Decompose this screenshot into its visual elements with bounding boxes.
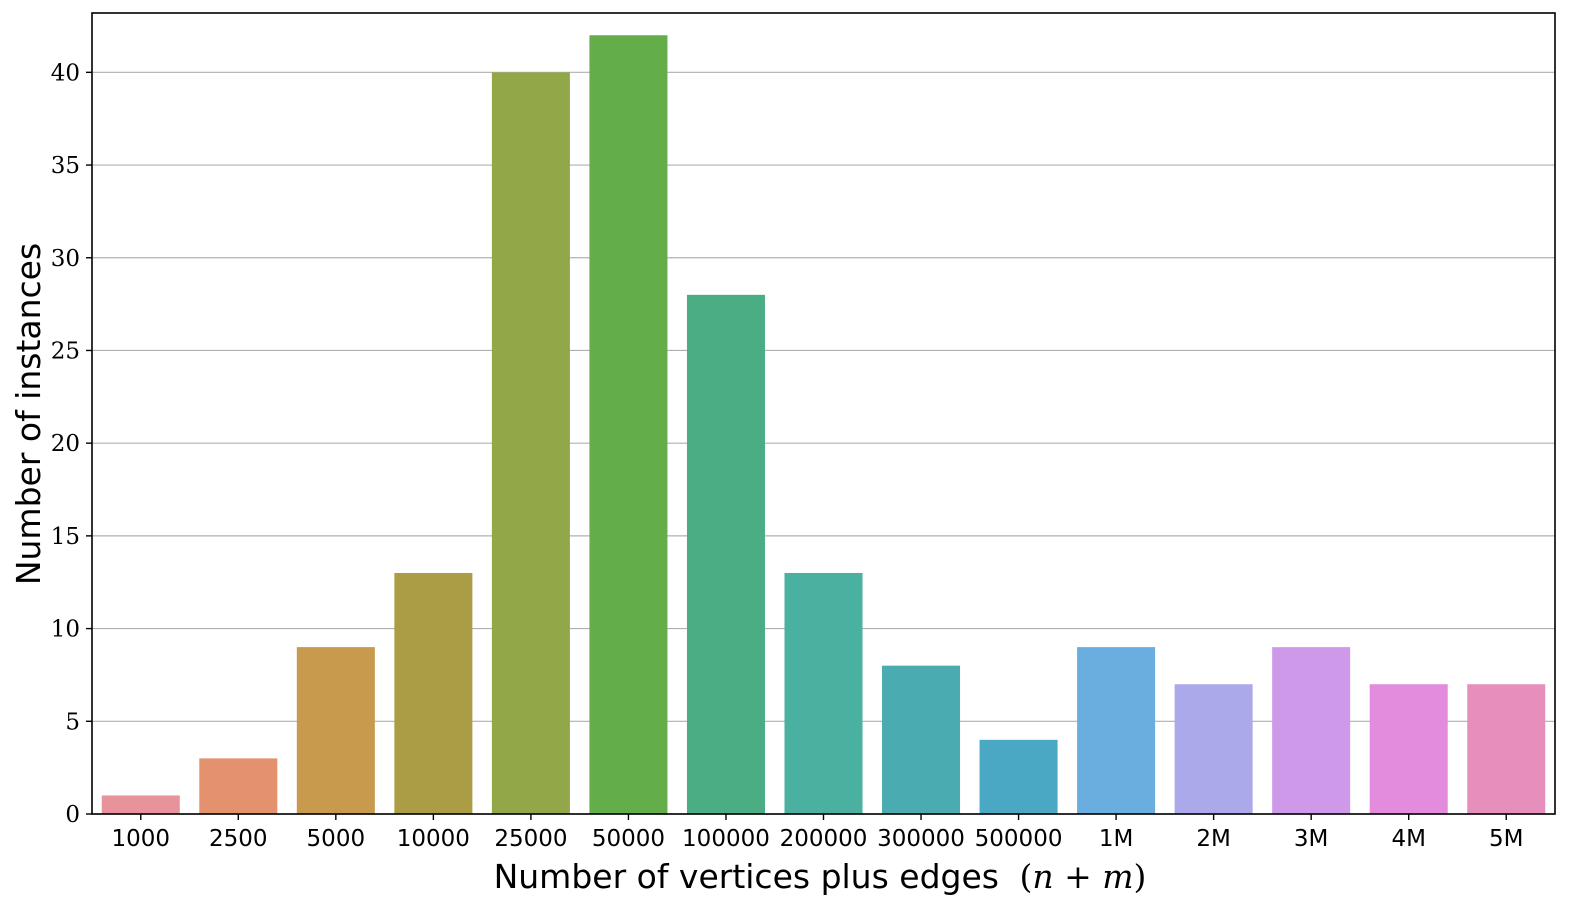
bar-100000: [686, 294, 765, 814]
y-tick-label: 25: [51, 338, 80, 364]
bar-300000: [882, 665, 961, 814]
bar-2M: [1174, 684, 1253, 814]
x-tick-label: 100000: [682, 826, 770, 852]
x-tick-label: 25000: [494, 826, 567, 852]
x-tick-label: 1000: [111, 826, 170, 852]
bar-10000: [394, 572, 473, 814]
bar-25000: [491, 72, 570, 815]
y-tick-label: 35: [51, 153, 80, 179]
x-tick-label: 4M: [1391, 826, 1425, 852]
x-axis-title-text: Number of vertices plus edges: [494, 857, 999, 896]
x-tick-label: 5M: [1489, 826, 1523, 852]
bar-3M: [1272, 647, 1351, 814]
x-axis-title-math: n + m: [1032, 857, 1133, 896]
y-tick-label: 5: [65, 709, 80, 735]
y-tick-label: 30: [51, 246, 80, 272]
bar-5000: [296, 647, 375, 814]
bar-4M: [1369, 684, 1448, 814]
bar-50000: [589, 35, 668, 814]
bars: [101, 35, 1546, 815]
y-tick-label: 40: [51, 60, 80, 86]
x-tick-label: 300000: [877, 826, 965, 852]
x-tick-label: 2500: [209, 826, 268, 852]
x-tick-label: 1M: [1099, 826, 1133, 852]
x-tick-label: 5000: [307, 826, 366, 852]
x-axis-ticks: 1000 2500 5000 10000 25000 50000 100000 200000 3…: [111, 814, 1523, 852]
y-tick-label: 10: [51, 617, 80, 643]
x-tick-label: 3M: [1294, 826, 1328, 852]
bar-2500: [199, 758, 278, 814]
x-tick-label: 200000: [780, 826, 868, 852]
bar-500000: [979, 739, 1058, 814]
x-tick-label: 10000: [397, 826, 470, 852]
x-axis-title: Number of vertices plus edges (n + m): [494, 857, 1147, 896]
y-axis-title: Number of instances: [9, 243, 48, 585]
x-tick-label: 500000: [975, 826, 1063, 852]
y-tick-label: 15: [51, 524, 80, 550]
y-axis-ticks: 0 5 10 15 20 25 30 35 40: [51, 60, 92, 828]
bar-1M: [1077, 647, 1156, 814]
bar-200000: [784, 572, 863, 814]
x-tick-label: 50000: [592, 826, 665, 852]
bar-1000: [101, 795, 180, 814]
y-tick-label: 20: [51, 431, 80, 457]
y-tick-label: 0: [65, 802, 80, 828]
x-tick-label: 2M: [1196, 826, 1230, 852]
bar-5M: [1467, 684, 1546, 814]
